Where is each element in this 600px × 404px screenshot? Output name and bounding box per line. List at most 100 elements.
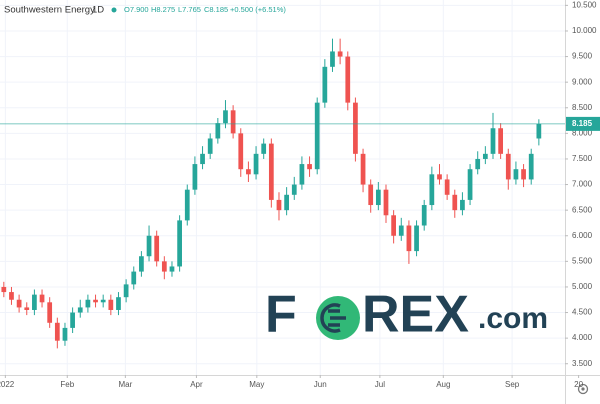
candle-body <box>437 174 442 180</box>
last-price-box <box>566 116 600 131</box>
y-tick-label: 7.500 <box>572 154 593 163</box>
settings-gear-hub[interactable] <box>581 387 585 391</box>
candle-body <box>154 235 160 262</box>
candle-body <box>429 174 435 206</box>
x-tick-label: 20 <box>574 380 583 389</box>
y-tick-label: 5.500 <box>572 256 593 265</box>
x-tick-label: Feb <box>60 380 74 389</box>
candle-body <box>177 220 182 267</box>
settings-icon[interactable] <box>577 383 589 395</box>
candle-body <box>139 256 144 272</box>
logo-suffix: .com <box>478 302 548 335</box>
candle-body <box>131 271 137 285</box>
candle-body <box>223 110 228 124</box>
candle-body <box>528 153 534 180</box>
candle-body <box>330 51 335 67</box>
candle-body <box>475 158 481 170</box>
candle-body <box>146 235 152 257</box>
y-tick-label: 3.500 <box>572 359 593 368</box>
x-tick-label: 2022 <box>0 380 15 389</box>
candle-body <box>230 110 236 134</box>
x-tick-label: Aug <box>436 380 450 389</box>
x-tick-label: Jul <box>375 380 385 389</box>
symbol-title: Southwestern Energy <box>4 5 95 16</box>
candle-body <box>100 299 106 303</box>
last-price-label: 8.185 <box>572 119 593 128</box>
candle-body <box>391 215 396 236</box>
grid <box>0 0 565 375</box>
ohlc-low: L7.765 <box>178 5 201 14</box>
y-tick-label: 7.000 <box>572 180 593 189</box>
candle-body <box>421 205 427 226</box>
y-tick-label: 8.000 <box>572 128 593 137</box>
candle-body <box>32 294 37 310</box>
candle-body <box>207 138 213 154</box>
logo-left: F <box>265 286 297 344</box>
candle-body <box>116 297 121 310</box>
x-tick-label: Mar <box>118 380 132 389</box>
candle-body <box>498 128 504 154</box>
candle-body <box>284 194 289 211</box>
ohlc-close: C8.185 <box>204 5 228 14</box>
candle-body <box>93 299 98 303</box>
ohlc-high: H8.275 <box>151 5 175 14</box>
candle-body <box>77 307 83 313</box>
status-dot <box>111 7 117 13</box>
candle-body <box>536 123 542 139</box>
candle-body <box>299 164 305 185</box>
y-tick-label: 10.000 <box>572 26 597 35</box>
settings-gear[interactable] <box>577 383 589 395</box>
candle-body <box>253 153 259 175</box>
ohlc-change: +0.500 (+6.51%) <box>230 5 286 14</box>
y-tick-label: 6.500 <box>572 205 593 214</box>
candle-body <box>368 184 374 206</box>
y-tick-label: 6.000 <box>572 231 593 240</box>
candles <box>1 38 542 349</box>
candle-body <box>1 286 7 293</box>
x-tick-label: Jun <box>314 380 327 389</box>
candle-body <box>291 184 297 195</box>
y-tick-label: 5.000 <box>572 282 593 291</box>
ohlc-open: O7.900 <box>124 5 149 14</box>
y-tick-label: 4.000 <box>572 333 593 342</box>
candle-body <box>414 225 419 252</box>
candle-body <box>505 153 511 180</box>
y-tick-label: 8.500 <box>572 103 593 112</box>
x-tick-label: May <box>249 380 264 389</box>
candle-body <box>452 194 458 211</box>
candle-body <box>268 143 274 200</box>
logo-icon-mark <box>320 303 346 333</box>
x-tick-label: Sep <box>505 380 520 389</box>
candle-body <box>261 143 267 154</box>
candle-body <box>513 169 519 180</box>
candle-body <box>200 153 205 165</box>
candle-body <box>184 189 190 221</box>
legend-header: Southwestern Energy 1D O7.900 H8.275 L7.… <box>4 5 286 16</box>
candle-body <box>353 102 358 154</box>
y-tick-label: 9.500 <box>572 52 593 61</box>
candle-body <box>276 199 282 211</box>
candle-body <box>54 322 60 341</box>
candle-body <box>70 312 75 328</box>
logo-right: REX <box>362 286 469 344</box>
candle-body <box>490 128 496 154</box>
y-tick-label: 10.500 <box>572 0 597 9</box>
candle-body <box>161 261 167 272</box>
candle-body <box>467 169 473 200</box>
candle-body <box>108 299 114 310</box>
candle-body <box>238 133 244 170</box>
candle-body <box>192 164 198 190</box>
candle-body <box>39 294 45 303</box>
candle-body <box>9 292 14 300</box>
candle-body <box>16 299 22 308</box>
candle-body <box>47 302 53 323</box>
candle-body <box>307 164 312 170</box>
candle-body <box>406 225 412 252</box>
candle-body <box>215 123 221 139</box>
interval: 1D <box>92 5 104 16</box>
x-tick-label: Apr <box>190 380 203 389</box>
candle-body <box>85 299 91 308</box>
